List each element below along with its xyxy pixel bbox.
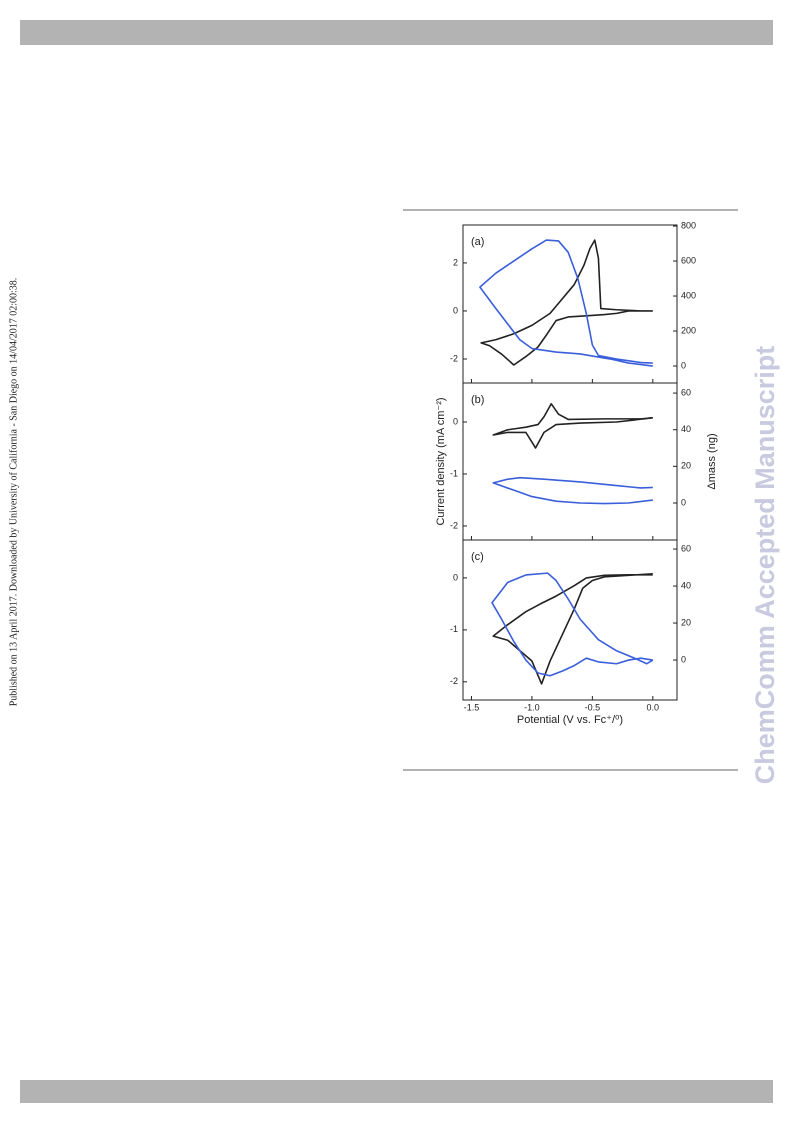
- y-tick-label: 0: [453, 572, 458, 582]
- y-tick-label: -2: [450, 353, 458, 363]
- y-tick-label: 0: [453, 305, 458, 315]
- y2-tick-label: 0: [681, 497, 686, 507]
- plot-frame: [462, 224, 678, 384]
- y2-tick-label: 40: [681, 580, 691, 590]
- plot-frame: [462, 382, 678, 541]
- panel-label: (c): [471, 551, 484, 563]
- figure: -2020200400600800(a)-2-100204060(b)Curre…: [435, 220, 718, 725]
- series-line: [492, 402, 653, 449]
- y-axis-label: Current density (mA cm⁻²): [435, 397, 447, 525]
- y2-tick-label: 0: [681, 360, 686, 370]
- y2-tick-label: 600: [681, 255, 696, 265]
- watermark: ChemComm Accepted Manuscript: [750, 346, 780, 785]
- y2-axis-label: Δmass (ng): [706, 433, 718, 489]
- x-tick-label: -0.5: [585, 702, 601, 712]
- y2-tick-label: 20: [681, 461, 691, 471]
- plot-frame: [462, 539, 678, 701]
- panel-label: (b): [471, 394, 484, 406]
- x-tick-label: -1.0: [524, 702, 540, 712]
- y2-tick-label: 40: [681, 424, 691, 434]
- y-tick-label: 0: [453, 416, 458, 426]
- x-axis-label: Potential (V vs. Fc⁺/⁰): [517, 714, 623, 726]
- side-note: Published on 13 April 2017. Downloaded b…: [8, 278, 19, 707]
- x-tick-label: -1.5: [464, 702, 480, 712]
- series-line: [491, 572, 654, 677]
- x-tick-label: 0.0: [647, 702, 660, 712]
- series-line: [479, 239, 653, 367]
- y-tick-label: -1: [450, 468, 458, 478]
- header-bar: [20, 20, 773, 45]
- y-tick-label: -1: [450, 624, 458, 634]
- y2-tick-label: 60: [681, 543, 691, 553]
- y2-tick-label: 60: [681, 387, 691, 397]
- y-tick-label: -2: [450, 520, 458, 530]
- series-line: [492, 572, 653, 685]
- series-line: [480, 239, 653, 366]
- y2-tick-label: 800: [681, 220, 696, 230]
- panel-label: (a): [471, 236, 484, 248]
- y2-tick-label: 20: [681, 617, 691, 627]
- series-line: [492, 476, 653, 505]
- y2-tick-label: 0: [681, 654, 686, 664]
- y2-tick-label: 200: [681, 325, 696, 335]
- y-tick-label: -2: [450, 676, 458, 686]
- y2-tick-label: 400: [681, 290, 696, 300]
- y-tick-label: 2: [453, 257, 458, 267]
- footer-bar: [20, 1080, 773, 1103]
